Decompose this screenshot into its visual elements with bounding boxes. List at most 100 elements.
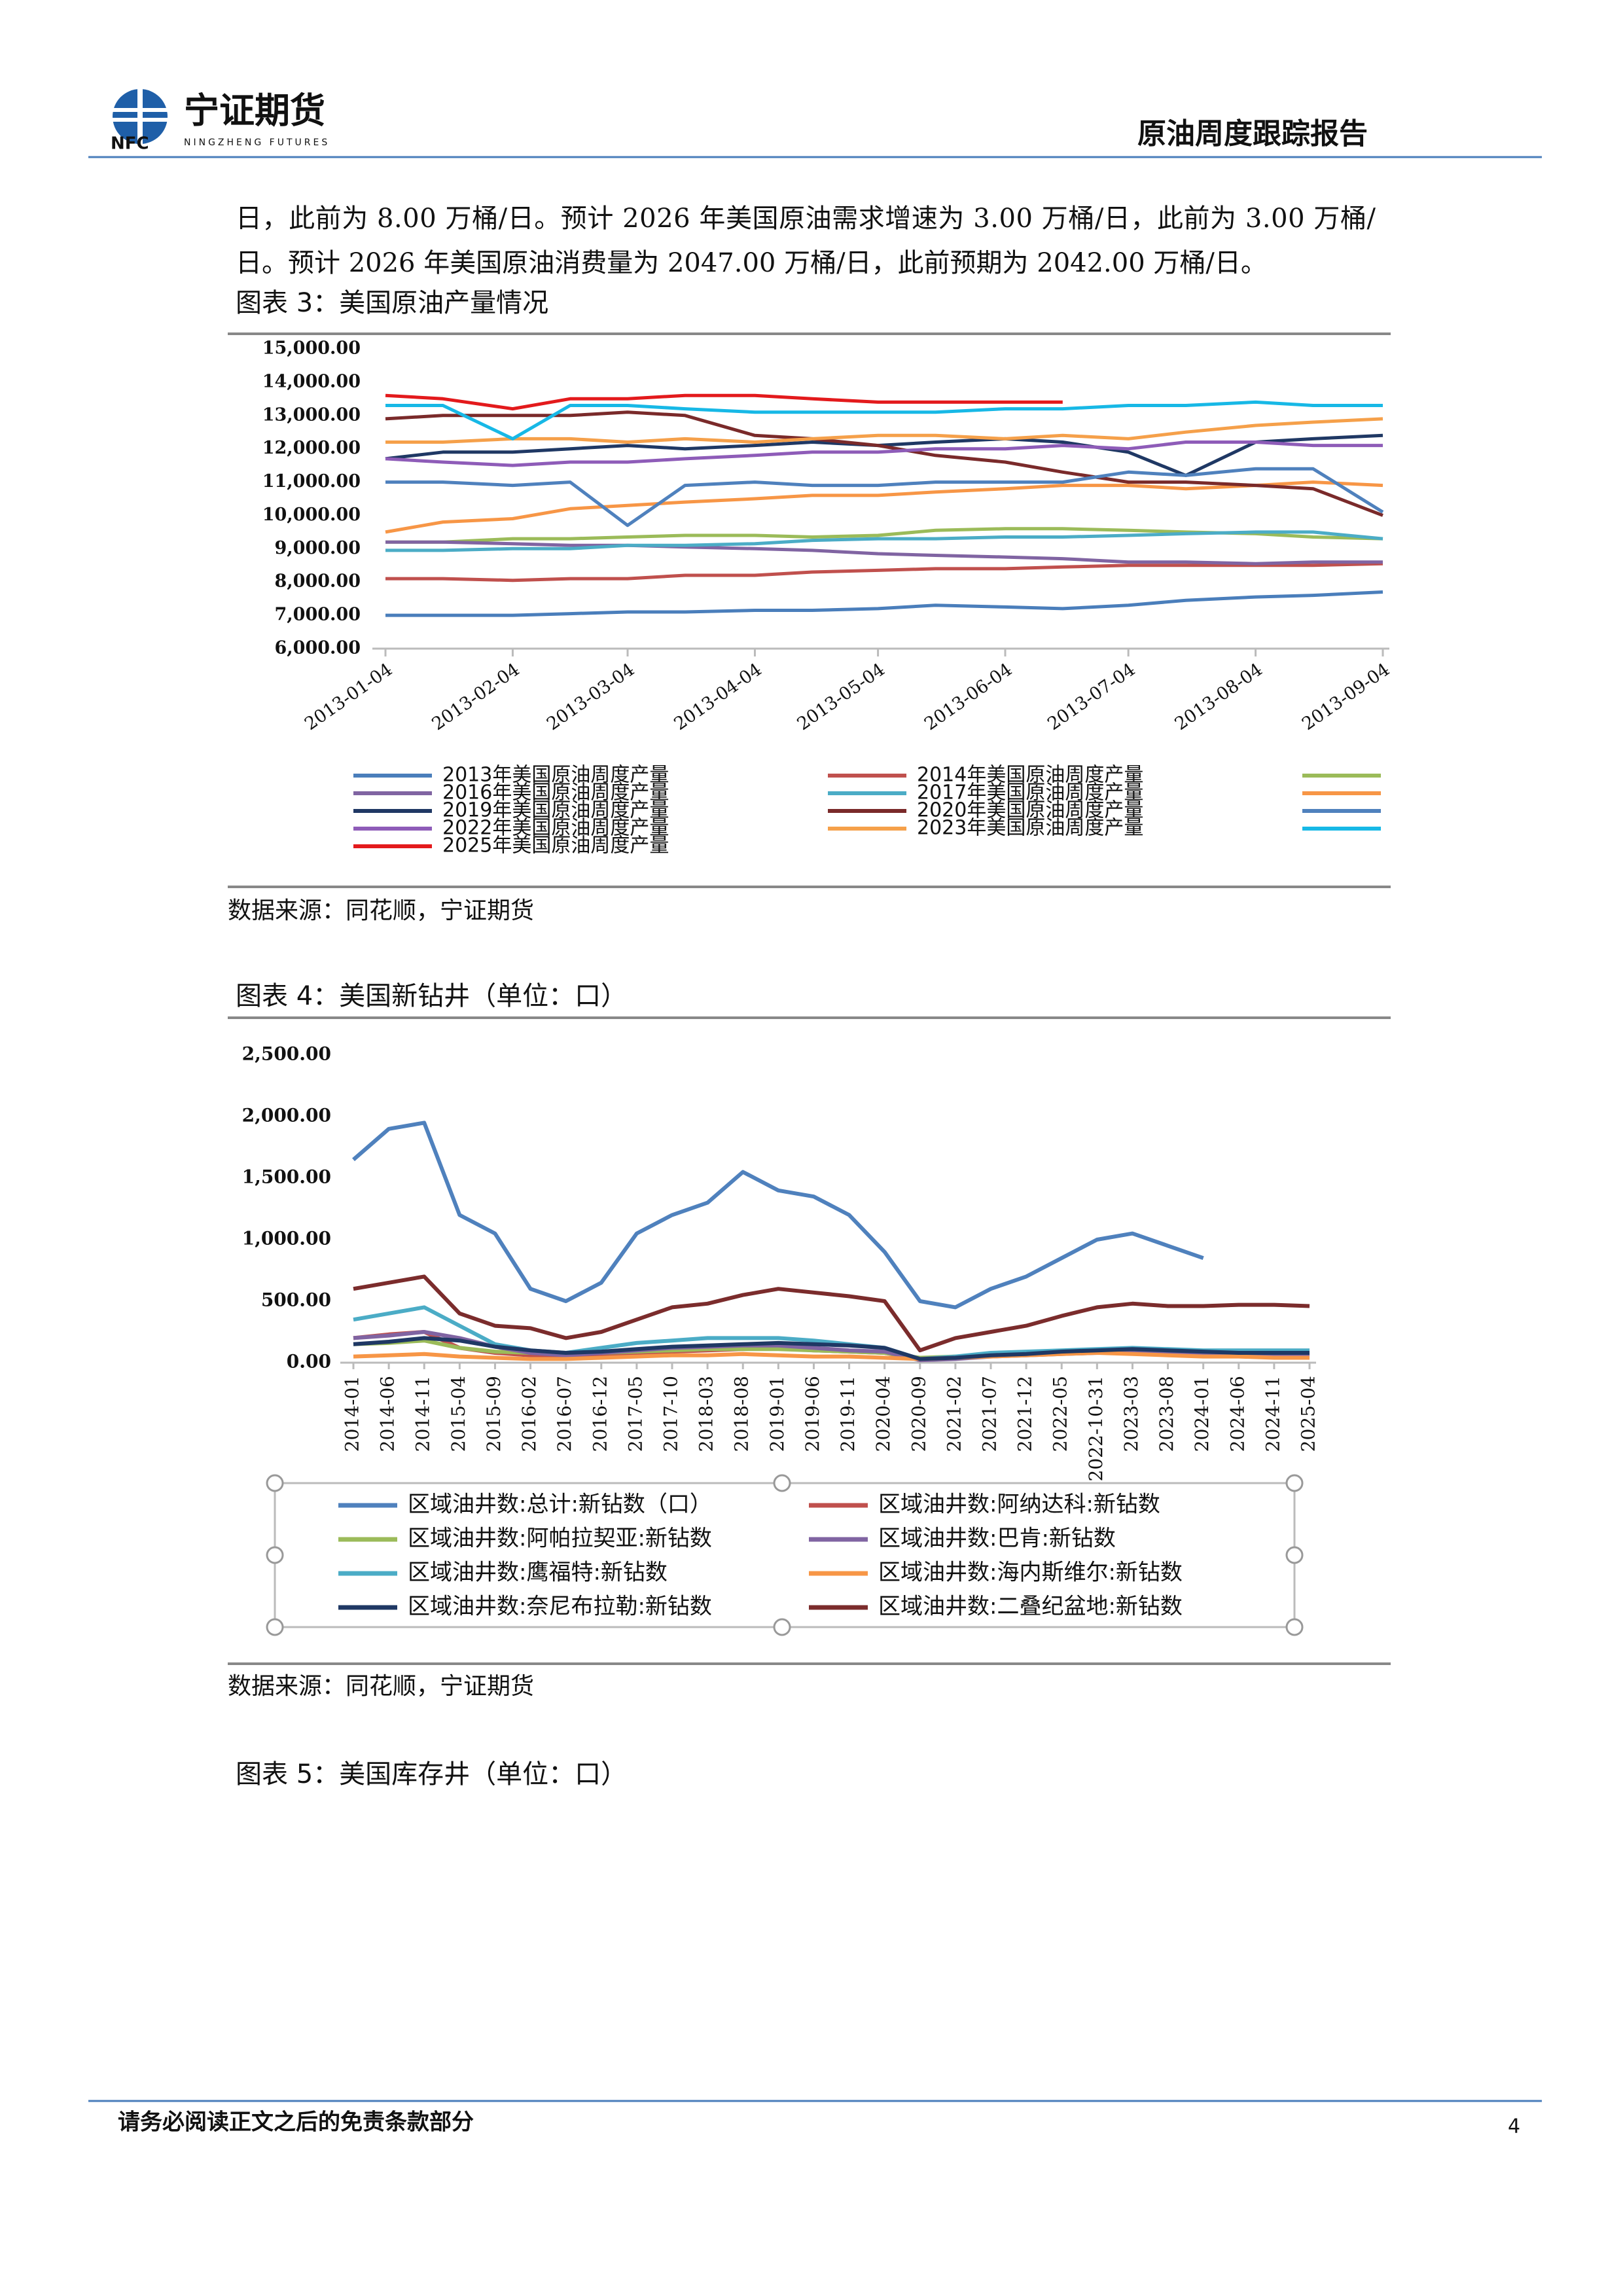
y-tick-label: 6,000.00 <box>274 638 361 658</box>
x-tick-label: 2013-02-04 <box>428 659 523 734</box>
legend-label: 区域油井数:二叠纪盆地:新钻数 <box>878 1594 1183 1620</box>
x-tick-label: 2021-07 <box>979 1376 1001 1452</box>
series-line <box>353 1351 1310 1361</box>
legend-label: 2013年美国原油周度产量 <box>442 764 669 787</box>
series-line <box>385 540 1383 565</box>
y-tick-label: 0.00 <box>287 1351 331 1372</box>
x-tick-label: 2013-01-04 <box>301 659 396 734</box>
legend-label: 2018年美国原油周度产量 <box>1391 781 1618 804</box>
x-tick-label: 2024-06 <box>1226 1376 1248 1452</box>
legend-label: 2019年美国原油周度产量 <box>442 799 669 822</box>
y-tick-label: 1,500.00 <box>242 1166 331 1188</box>
x-tick-label: 2022-10-31 <box>1085 1376 1107 1481</box>
legend-label: 区域油井数:鹰福特:新钻数 <box>408 1560 668 1586</box>
legend-label: 2020年美国原油周度产量 <box>917 799 1143 822</box>
x-tick-label: 2018-03 <box>696 1376 717 1452</box>
x-tick-label: 2015-04 <box>448 1376 469 1452</box>
y-tick-label: 12,000.00 <box>262 438 361 458</box>
report-title: 原油周度跟踪报告 <box>1137 117 1368 151</box>
legend-label: 区域油井数:阿帕拉契亚:新钻数 <box>408 1526 712 1552</box>
x-tick-label: 2013-06-04 <box>921 659 1016 734</box>
y-tick-label: 10,000.00 <box>262 505 361 525</box>
logo-abbr: NFC <box>111 134 149 154</box>
x-tick-label: 2016-02 <box>518 1376 540 1452</box>
x-tick-label: 2021-02 <box>943 1376 965 1452</box>
page-number: 4 <box>1508 2115 1520 2138</box>
legend-label: 区域油井数:巴肯:新钻数 <box>878 1526 1116 1552</box>
body-line: 日。预计 2026 年美国原油消费量为 2047.00 万桶/日，此前预期为 2… <box>236 248 1267 278</box>
figure-caption: 图表 4：美国新钻井（单位：口） <box>236 981 627 1011</box>
logo-sub: NINGZHENG FUTURES <box>184 137 330 148</box>
logo <box>113 89 168 144</box>
series-line <box>385 480 1383 534</box>
figure-source: 数据来源：同花顺，宁证期货 <box>228 1673 534 1700</box>
legend-label: 2025年美国原油周度产量 <box>442 834 669 857</box>
series-line <box>385 530 1383 552</box>
x-tick-label: 2013-03-04 <box>543 659 638 734</box>
disclaimer: 请务必阅读正文之后的免责条款部分 <box>118 2109 474 2136</box>
y-tick-label: 15,000.00 <box>262 338 361 359</box>
legend-label: 2016年美国原油周度产量 <box>442 781 669 804</box>
x-tick-label: 2013-05-04 <box>794 659 889 734</box>
x-tick-label: 2024-01 <box>1191 1376 1213 1452</box>
series-line <box>353 1336 1310 1361</box>
x-tick-label: 2014-06 <box>377 1376 399 1452</box>
legend-label: 区域油井数:奈尼布拉勒:新钻数 <box>408 1594 712 1620</box>
series-line <box>385 590 1383 617</box>
series-line <box>385 417 1383 444</box>
series-line <box>385 467 1384 528</box>
series-line <box>385 393 1063 411</box>
series-line <box>385 440 1383 467</box>
x-tick-label: 2016-07 <box>554 1376 575 1452</box>
x-tick-label: 2013-04-04 <box>670 659 765 734</box>
x-tick-label: 2017-05 <box>624 1376 646 1452</box>
y-tick-label: 2,000.00 <box>242 1105 331 1126</box>
chart: 0.00 500.00 1,000.00 1,500.00 2,000.00 2,500.… <box>242 1043 1319 1620</box>
x-tick-label: 2017-10 <box>660 1376 682 1452</box>
x-tick-label: 2019-01 <box>766 1376 788 1452</box>
figure-caption: 图表 3：美国原油产量情况 <box>236 288 548 318</box>
x-tick-label: 2020-04 <box>872 1376 894 1452</box>
legend-label: 区域油井数:海内斯维尔:新钻数 <box>878 1560 1183 1586</box>
x-tick-label: 2023-08 <box>1156 1376 1177 1452</box>
x-tick-label: 2024-11 <box>1262 1376 1283 1452</box>
logo-name: 宁证期货 <box>184 90 325 132</box>
x-tick-label: 2019-06 <box>802 1376 823 1452</box>
figure-source: 数据来源：同花顺，宁证期货 <box>228 897 534 924</box>
x-tick-label: 2023-03 <box>1120 1376 1142 1452</box>
x-tick-label: 2022-05 <box>1050 1376 1071 1452</box>
x-tick-label: 2014-11 <box>412 1376 434 1452</box>
x-tick-label: 2014-01 <box>342 1376 363 1452</box>
x-tick-label: 2013-09-04 <box>1298 659 1393 734</box>
y-tick-label: 9,000.00 <box>274 538 361 558</box>
y-tick-label: 11,000.00 <box>262 471 361 492</box>
series-line <box>385 400 1383 440</box>
x-tick-label: 2025-04 <box>1298 1376 1319 1452</box>
x-tick-label: 2015-09 <box>483 1376 505 1452</box>
legend-label: 2024年美国原油周度产量 <box>1391 817 1618 840</box>
y-tick-label: 14,000.00 <box>262 371 361 391</box>
x-tick-label: 2013-08-04 <box>1171 659 1266 734</box>
x-tick-label: 2019-11 <box>837 1376 859 1452</box>
legend-label: 2021年美国原油周度产量 <box>1391 799 1618 822</box>
legend-frame <box>266 1474 1304 1636</box>
x-tick-label: 2016-12 <box>589 1376 611 1452</box>
legend-label: 2015年美国原油周度产量 <box>1391 764 1618 787</box>
y-tick-label: 500.00 <box>261 1289 331 1311</box>
series-line <box>353 1274 1310 1353</box>
y-tick-label: 8,000.00 <box>274 571 361 592</box>
y-tick-label: 13,000.00 <box>262 404 361 425</box>
y-tick-label: 1,000.00 <box>242 1228 331 1249</box>
legend-label: 2014年美国原油周度产量 <box>917 764 1143 787</box>
x-tick-label: 2013-07-04 <box>1044 659 1139 734</box>
x-tick-label: 2020-09 <box>908 1376 929 1452</box>
body-line: 日，此前为 8.00 万桶/日。预计 2026 年美国原油需求增速为 3.00 … <box>236 204 1376 234</box>
chart: 6,000.00 7,000.00 8,000.00 9,000.00 10,000.0… <box>262 338 1618 857</box>
y-tick-label: 2,500.00 <box>242 1043 331 1065</box>
legend-label: 区域油井数:阿纳达科:新钻数 <box>878 1492 1160 1518</box>
legend-label: 2022年美国原油周度产量 <box>442 817 669 840</box>
series-line <box>385 562 1383 583</box>
legend-label: 2017年美国原油周度产量 <box>917 781 1143 804</box>
series-line <box>352 1121 1204 1310</box>
